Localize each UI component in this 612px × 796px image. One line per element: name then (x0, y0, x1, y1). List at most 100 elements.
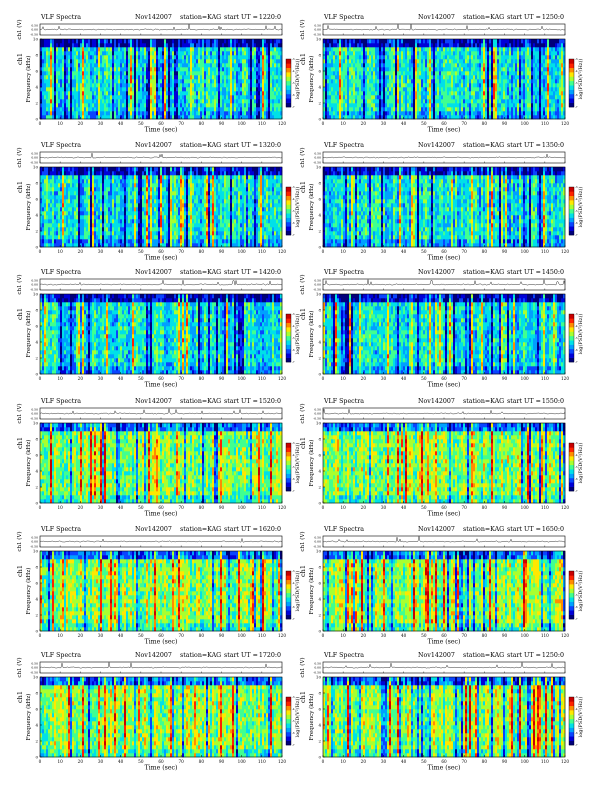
time-tick-label: 10 (57, 249, 63, 254)
trace-tick-label: 0.00 (31, 283, 38, 287)
colorbar-segment (286, 728, 291, 733)
colorbar-segment (286, 710, 291, 715)
colorbar-segment (569, 218, 574, 223)
colorbar-segment (286, 723, 291, 728)
colorbar-segment (286, 575, 291, 580)
trace-tick-label: 0.00 (314, 666, 321, 670)
time-tick-label: 100 (521, 249, 529, 254)
colorbar-segment (286, 606, 291, 611)
colorbar-segment (286, 314, 291, 319)
freq-tick-label: 10 (316, 37, 322, 42)
panel-title-start-ut: 1420:0 (259, 269, 281, 276)
time-tick-label: 70 (461, 376, 467, 381)
colorbar-segment (569, 478, 574, 483)
colorbar-label: log(PSD(V²/Hz)) (577, 571, 584, 612)
colorbar-segment (569, 196, 574, 201)
time-tick-label: 80 (482, 759, 488, 764)
time-tick-label: 30 (381, 376, 387, 381)
panel-title-start-label: start UT = (507, 269, 541, 276)
time-tick-label: 60 (158, 121, 164, 126)
trace-ylabel: ch1 (V) (16, 403, 23, 423)
freq-ylabel: Frequency (kHz) (25, 311, 32, 358)
colorbar-segment (286, 482, 291, 487)
time-tick-label: 80 (482, 249, 488, 254)
time-tick-label: 30 (98, 633, 104, 638)
freq-ylabel: Frequency (kHz) (25, 184, 32, 231)
colorbar-segment (569, 580, 574, 585)
colorbar-tick-label: -7 (575, 743, 578, 747)
trace-ylabel: ch1 (V) (16, 19, 23, 39)
colorbar-segment (569, 482, 574, 487)
time-tick-label: 50 (138, 633, 144, 638)
colorbar-segment (569, 710, 574, 715)
trace-ylabel: ch1 (V) (16, 657, 23, 677)
trace-ylabel: ch1 (V) (16, 147, 23, 167)
time-tick-label: 60 (441, 633, 447, 638)
colorbar-segment (569, 353, 574, 358)
time-tick-label: 0 (39, 759, 42, 764)
freq-tick-label: 4 (318, 213, 321, 218)
channel-ylabel: ch1 (16, 437, 24, 449)
freq-tick-label: 4 (318, 723, 321, 728)
colorbar-segment (569, 447, 574, 452)
panel-title-prefix: VLF Spectra (40, 526, 81, 533)
freq-tick-label: 8 (35, 181, 38, 186)
freq-tick-label: 2 (35, 613, 38, 618)
freq-tick-label: 4 (35, 85, 38, 90)
time-tick-label: 120 (561, 249, 569, 254)
colorbar-segment (286, 358, 291, 363)
panel-title-station: station=KAG (180, 526, 221, 533)
time-tick-label: 70 (461, 505, 467, 510)
colorbar-segment (286, 465, 291, 470)
time-tick-label: 30 (98, 121, 104, 126)
time-tick-label: 50 (421, 121, 427, 126)
colorbar-segment (569, 597, 574, 602)
colorbar-tick-label: -7 (292, 617, 295, 621)
time-tick-label: 110 (258, 505, 266, 510)
time-tick-label: 80 (199, 121, 205, 126)
freq-tick-label: 10 (316, 421, 322, 426)
colorbar-segment (286, 336, 291, 341)
trace-tick-label: 0.00 (31, 666, 38, 670)
colorbar-segment (569, 187, 574, 192)
time-tick-label: 90 (502, 376, 508, 381)
time-tick-label: 40 (118, 633, 124, 638)
time-tick-label: 30 (98, 759, 104, 764)
trace-ylabel: ch1 (V) (299, 19, 306, 39)
time-tick-label: 40 (401, 505, 407, 510)
time-tick-label: 80 (199, 376, 205, 381)
freq-tick-label: 2 (318, 485, 321, 490)
freq-tick-label: 2 (35, 101, 38, 106)
time-tick-label: 10 (340, 505, 346, 510)
panel-title-station: station=KAG (180, 398, 221, 405)
time-tick-label: 30 (98, 376, 104, 381)
colorbar-segment (569, 575, 574, 580)
panel-title-prefix: VLF Spectra (323, 398, 364, 405)
time-tick-label: 120 (278, 505, 286, 510)
panel-title-start-ut: 1720:0 (259, 652, 281, 659)
freq-tick-label: 6 (318, 69, 321, 74)
colorbar-segment (286, 204, 291, 209)
time-tick-label: 110 (258, 249, 266, 254)
time-xlabel: Time (sec) (428, 639, 461, 646)
time-tick-label: 120 (278, 249, 286, 254)
time-xlabel: Time (sec) (145, 382, 178, 389)
colorbar-segment (569, 741, 574, 746)
freq-ylabel: Frequency (kHz) (308, 311, 315, 358)
colorbar-segment (569, 732, 574, 737)
freq-ylabel: Frequency (kHz) (308, 184, 315, 231)
spectrogram-cells (40, 551, 282, 631)
panel-title-start-label: start UT = (507, 526, 541, 533)
time-xlabel: Time (sec) (145, 127, 178, 134)
freq-tick-label: 4 (35, 469, 38, 474)
colorbar-segment (286, 81, 291, 86)
panel-title-station: station=KAG (463, 142, 504, 149)
colorbar-segment (569, 610, 574, 615)
panel-title-station: station=KAG (463, 398, 504, 405)
colorbar-segment (286, 200, 291, 205)
colorbar-segment (569, 602, 574, 607)
colorbar-segment (286, 701, 291, 706)
